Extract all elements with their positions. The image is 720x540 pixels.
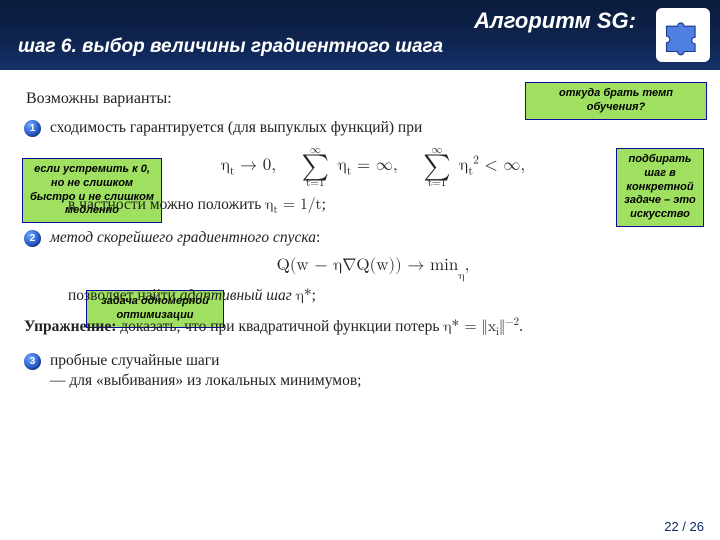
list-item-1: 1 сходимость гарантируется (для выпуклых… — [50, 118, 696, 219]
item2-formula: Q(w − η∇Q(w)) → minη, — [50, 255, 696, 279]
bullet-1: 1 — [24, 120, 41, 137]
bullet-3: 3 — [24, 353, 41, 370]
page-total: 26 — [690, 519, 704, 534]
item1-example-suffix: ; — [322, 196, 326, 213]
list-item-3: 3 пробные случайные шаги — для «выбивани… — [50, 351, 696, 393]
item1-example-formula: ηt = 1/t — [265, 198, 321, 213]
item2-eta-star: η* — [296, 289, 312, 304]
item2-colon: : — [316, 229, 320, 246]
item1-text: сходимость гарантируется (для выпуклых ф… — [50, 119, 422, 136]
item2-result-prefix: позволяет найти — [68, 287, 180, 304]
slide-header: Алгоритм SG: шаг 6. выбор величины гради… — [0, 0, 720, 70]
exercise-label: Упражнение: — [24, 318, 116, 335]
page-current: 22 — [664, 519, 678, 534]
exercise-block: Упражнение: доказать, что при квадратичн… — [24, 316, 696, 341]
exercise-text: доказать, что при квадратичной функции п… — [120, 318, 443, 335]
item2-result: позволяет найти адаптивный шаг η*; — [50, 286, 696, 308]
item3-title: пробные случайные шаги — [50, 352, 219, 369]
slide-body: Возможны варианты: 1 сходимость гарантир… — [0, 70, 720, 392]
item1-example: в частности можно положить ηt = 1/t; — [50, 195, 696, 219]
item2-adaptive: адаптивный шаг — [180, 287, 292, 304]
exercise-formula: η* = ‖xi‖−2 — [443, 320, 519, 335]
item2-title: метод скорейшего градиентного спуска — [50, 229, 316, 246]
page-number: 22 / 26 — [664, 519, 704, 534]
item1-example-prefix: в частности можно положить — [68, 196, 265, 213]
list-item-2: 2 метод скорейшего градиентного спуска: … — [50, 228, 696, 340]
item2-semicolon: ; — [312, 287, 316, 304]
item1-conditions: ηt → 0, ∞∑t=1 ηt = ∞, ∞∑t=1 ηt2 < ∞, — [50, 145, 696, 189]
bullet-2: 2 — [24, 230, 41, 247]
item3-dash: — для «выбивания» из локальных минимумов… — [50, 371, 696, 392]
slide-title-line1: Алгоритм SG: — [14, 8, 706, 34]
exercise-dot: . — [519, 318, 523, 335]
slide-title-line2: шаг 6. выбор величины градиентного шага — [14, 36, 706, 58]
variant-list: 1 сходимость гарантируется (для выпуклых… — [24, 118, 696, 393]
page-sep: / — [679, 519, 690, 534]
intro-text: Возможны варианты: — [26, 88, 696, 110]
puzzle-icon — [656, 8, 710, 62]
